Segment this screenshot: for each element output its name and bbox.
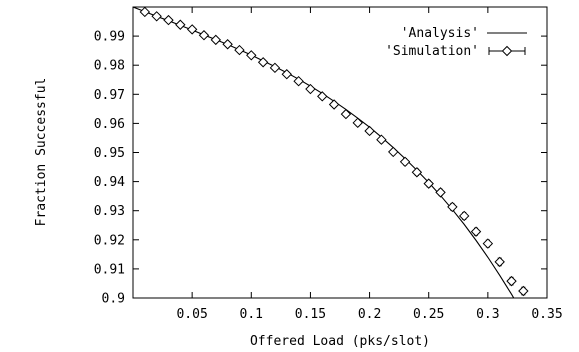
legend-label-analysis: 'Analysis' <box>401 26 479 41</box>
y-tick-label: 0.96 <box>94 117 125 132</box>
simulation-point <box>435 187 446 198</box>
simulation-point <box>305 83 316 95</box>
y-tick-label: 0.9 <box>102 292 125 307</box>
x-tick-label: 0.1 <box>240 307 263 322</box>
y-tick-label: 0.94 <box>94 175 125 190</box>
x-tick-label: 0.35 <box>531 307 562 322</box>
simulation-point <box>163 14 174 26</box>
x-axis-label: Offered Load (pks/slot) <box>250 334 430 349</box>
simulation-point <box>411 167 423 178</box>
simulation-point <box>210 34 222 46</box>
y-axis-label: Fraction Successful <box>34 78 49 227</box>
simulation-point <box>151 11 162 22</box>
simulation-point <box>423 178 434 189</box>
simulation-point <box>198 30 210 41</box>
plot-area <box>133 7 529 298</box>
y-axis-ticks: 0.9 0.91 0.92 0.93 0.94 0.95 0.96 0.97 0.98 0.99 <box>94 30 547 307</box>
y-tick-label: 0.98 <box>94 59 125 74</box>
x-tick-label: 0.3 <box>476 307 499 322</box>
y-tick-label: 0.93 <box>94 204 125 219</box>
x-tick-label: 0.2 <box>358 307 381 322</box>
simulation-point <box>518 285 529 297</box>
simulation-point <box>458 210 470 222</box>
simulation-point <box>139 7 151 18</box>
simulation-point <box>328 99 340 110</box>
x-tick-label: 0.15 <box>295 307 326 322</box>
simulation-point <box>257 57 269 68</box>
y-tick-label: 0.99 <box>94 30 125 45</box>
simulation-point <box>470 226 482 237</box>
simulation-point <box>399 156 411 168</box>
simulation-point <box>482 238 494 249</box>
x-tick-label: 0.25 <box>413 307 444 322</box>
simulation-point <box>364 125 375 137</box>
y-tick-label: 0.97 <box>94 88 125 103</box>
simulation-point <box>317 91 328 102</box>
simulation-point <box>293 75 304 87</box>
simulation-point <box>246 50 257 61</box>
simulation-point <box>234 44 245 56</box>
simulation-point <box>175 19 186 30</box>
simulation-point <box>222 39 233 50</box>
x-axis-ticks: 0.05 0.1 0.15 0.2 0.25 0.3 0.35 <box>176 7 563 322</box>
legend: 'Analysis' 'Simulation' <box>385 26 527 59</box>
simulation-point <box>494 256 505 268</box>
simulation-point <box>388 146 399 158</box>
plot-frame <box>132 6 548 299</box>
legend-label-simulation: 'Simulation' <box>385 44 479 59</box>
simulation-point <box>281 69 292 80</box>
simulation-point <box>269 62 281 74</box>
simulation-point <box>447 201 458 213</box>
y-tick-label: 0.92 <box>94 233 125 248</box>
simulation-point <box>186 24 198 35</box>
x-tick-label: 0.05 <box>176 307 207 322</box>
simulation-point <box>352 117 363 129</box>
y-tick-label: 0.91 <box>94 262 125 277</box>
simulation-point <box>340 108 352 120</box>
legend-swatch-simulation <box>488 45 526 57</box>
simulation-point <box>376 134 387 145</box>
y-tick-label: 0.95 <box>94 146 125 161</box>
simulation-point <box>506 275 517 287</box>
